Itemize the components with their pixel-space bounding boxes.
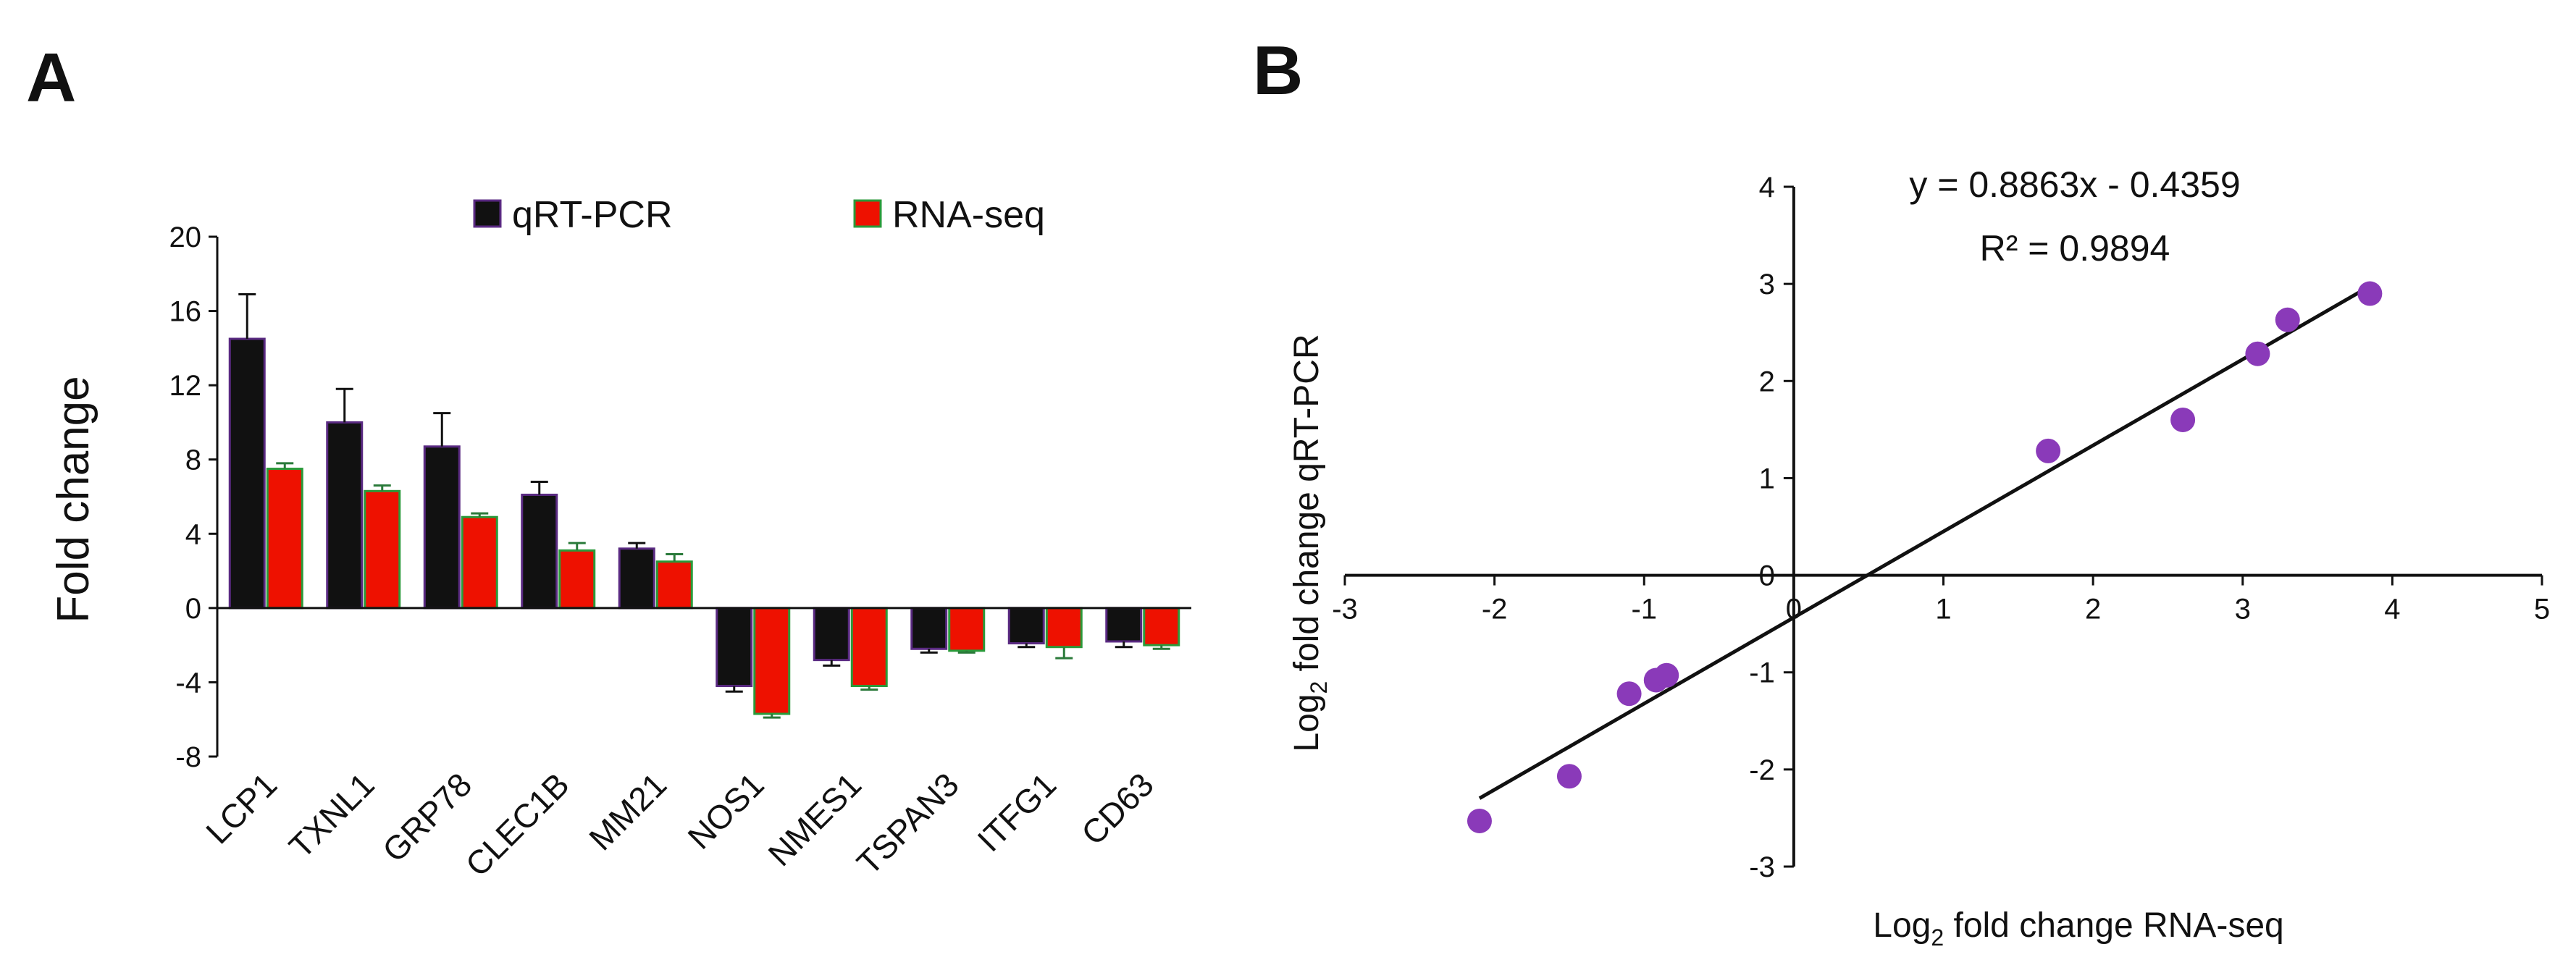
y-tick-label: -3 bbox=[1749, 851, 1775, 883]
scatter-point-2 bbox=[1556, 764, 1582, 789]
bar-rna-seq-clec1b bbox=[558, 549, 596, 610]
legend-swatch-rna-seq bbox=[853, 199, 882, 228]
x-axis-title-subscript: 2 bbox=[1931, 924, 1944, 951]
bar-qrt-pcr-mm21 bbox=[618, 547, 655, 610]
y-tick-label: 1 bbox=[1759, 463, 1775, 494]
x-axis-title-rest: fold change RNA-seq bbox=[1944, 906, 2284, 945]
y-tick-label: 20 bbox=[169, 222, 202, 253]
legend-label-rna-seq: RNA-seq bbox=[892, 194, 1045, 236]
bar-chart-legend: qRT-PCR RNA-seq bbox=[473, 194, 1045, 236]
r-squared-label: R² = 0.9894 bbox=[1980, 228, 2170, 269]
y-axis-title: Fold change bbox=[49, 376, 98, 623]
bar-rna-seq-lcp1 bbox=[266, 468, 303, 610]
y-tick-label: 8 bbox=[185, 445, 201, 476]
category-label-tspan3: TSPAN3 bbox=[849, 765, 966, 882]
scatter-point-1 bbox=[1467, 808, 1492, 833]
y-tick-label: 2 bbox=[1759, 366, 1775, 397]
x-axis-title-log: Log bbox=[1873, 906, 1931, 945]
x-tick-label: -3 bbox=[1332, 594, 1358, 626]
bar-rna-seq-grp78 bbox=[461, 515, 498, 610]
panel-label-a: A bbox=[26, 39, 76, 117]
y-tick-label: 12 bbox=[169, 370, 202, 402]
y-tick-labels: -8 -4 0 4 8 12 16 20 bbox=[169, 222, 202, 773]
legend-label-qrt-pcr: qRT-PCR bbox=[512, 194, 673, 236]
x-axis-title: Log2 fold change RNA-seq bbox=[1873, 906, 2283, 951]
category-label-clec1b: CLEC1B bbox=[458, 765, 576, 883]
trend-line bbox=[1478, 285, 2371, 800]
bar-qrt-pcr-clec1b bbox=[521, 493, 558, 610]
bar-qrt-pcr-tspan3 bbox=[910, 607, 948, 650]
scatter-point-7 bbox=[2170, 407, 2196, 432]
bar-rna-seq-nmes1 bbox=[850, 607, 888, 688]
regression-equation: y = 0.8863x - 0.4359 bbox=[1909, 164, 2240, 205]
scatter-point-6 bbox=[2036, 438, 2061, 463]
bar-qrt-pcr-nos1 bbox=[716, 607, 753, 688]
y-tick-label: 3 bbox=[1759, 269, 1775, 300]
error-bar-group bbox=[238, 292, 1170, 719]
scatter-axes bbox=[1343, 185, 2543, 868]
bar-qrt-pcr-cd63 bbox=[1105, 607, 1143, 643]
scatter-points bbox=[1467, 281, 2383, 833]
panel-label-b: B bbox=[1253, 32, 1303, 109]
legend-swatch-qrt-pcr bbox=[473, 199, 502, 228]
x-tick-label: 2 bbox=[2085, 594, 2101, 626]
y-axis-title-log: Log bbox=[1288, 694, 1326, 752]
y-axis-title-subscript: 2 bbox=[1306, 681, 1332, 694]
x-tick-label: -2 bbox=[1482, 594, 1508, 626]
y-tick-label: -8 bbox=[175, 741, 201, 773]
bar-qrt-pcr-txnl1 bbox=[326, 421, 364, 610]
scatter-point-8 bbox=[2245, 341, 2270, 366]
bar-qrt-pcr-grp78 bbox=[423, 445, 461, 610]
bar-chart-panel: qRT-PCR RNA-seq Fold change -8 -4 0 4 8 12 16 2… bbox=[49, 194, 1191, 884]
y-tick-label: -2 bbox=[1749, 754, 1775, 786]
x-tick-label: 5 bbox=[2534, 594, 2550, 626]
scatter-point-10 bbox=[2357, 281, 2383, 306]
y-tick-label: 4 bbox=[185, 518, 201, 550]
y-axis-title: Log2 fold change qRT-PCR bbox=[1288, 334, 1332, 751]
scatter-point-3 bbox=[1616, 681, 1642, 707]
bar-rna-seq-nos1 bbox=[753, 607, 791, 715]
category-label-cd63: CD63 bbox=[1074, 765, 1161, 852]
bar-series-group bbox=[228, 337, 1180, 715]
bar-rna-seq-itfg1 bbox=[1045, 607, 1083, 649]
category-label-mm21: MM21 bbox=[582, 765, 674, 857]
category-label-itfg1: ITFG1 bbox=[970, 765, 1063, 859]
bar-qrt-pcr-nmes1 bbox=[813, 607, 850, 662]
y-tick-label: 16 bbox=[169, 296, 202, 328]
x-tick-label: 3 bbox=[2235, 594, 2251, 626]
x-tick-label: -1 bbox=[1631, 594, 1657, 626]
x-tick-label: 4 bbox=[2384, 594, 2400, 626]
category-label-txnl1: TXNL1 bbox=[282, 765, 382, 865]
y-tick-label: 4 bbox=[1759, 172, 1775, 203]
scatter-point-9 bbox=[2275, 307, 2300, 332]
y-tick-label: 0 bbox=[1759, 560, 1775, 592]
bar-qrt-pcr-lcp1 bbox=[228, 337, 266, 610]
bar-rna-seq-tspan3 bbox=[948, 607, 986, 652]
category-label-lcp1: LCP1 bbox=[198, 765, 284, 851]
bar-rna-seq-mm21 bbox=[655, 560, 693, 610]
y-tick-label: 0 bbox=[185, 593, 201, 625]
y-axis-title-rest: fold change qRT-PCR bbox=[1288, 334, 1326, 681]
bar-rna-seq-txnl1 bbox=[364, 489, 401, 610]
bar-rna-seq-cd63 bbox=[1143, 607, 1180, 646]
category-label-nos1: NOS1 bbox=[680, 765, 771, 856]
x-tick-label: 1 bbox=[1935, 594, 1951, 626]
scatter-point-5 bbox=[1654, 662, 1679, 688]
y-tick-label: -4 bbox=[175, 667, 201, 699]
bar-qrt-pcr-itfg1 bbox=[1007, 607, 1045, 645]
y-tick-label: -1 bbox=[1749, 657, 1775, 689]
bar-chart-axes bbox=[209, 235, 1191, 758]
